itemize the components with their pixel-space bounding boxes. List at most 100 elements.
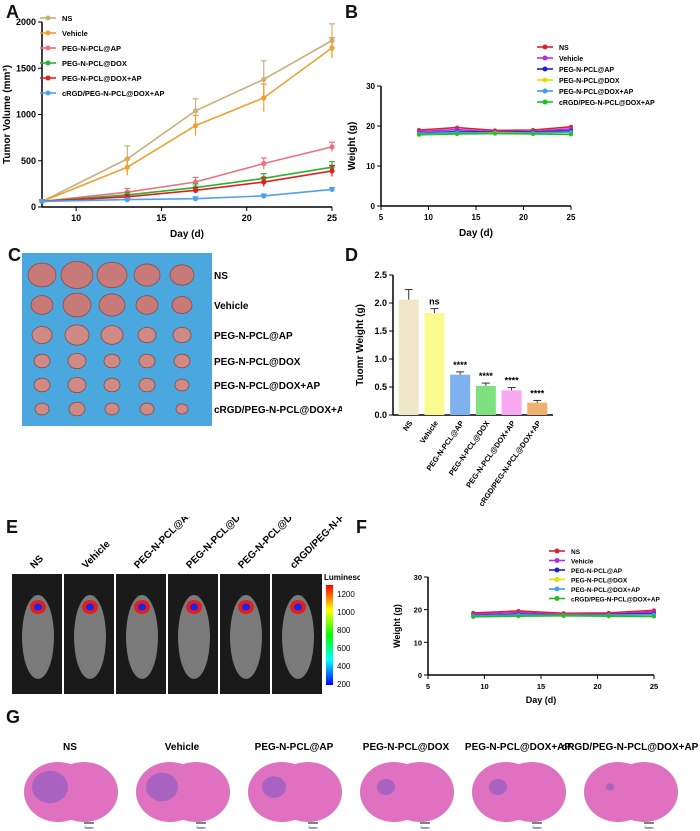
legend-label: PEG-N-PCL@DOX <box>559 78 620 85</box>
scale-bar-label: 5mm <box>533 825 543 830</box>
luminescence-core <box>294 603 302 611</box>
data-point <box>261 179 267 185</box>
bar <box>475 385 496 415</box>
body-weight-chart-b: 0 10 20 30 5 10 15 20 25 Day (d) Weight (g) NS Vehic… <box>347 44 655 239</box>
y-tick-label: 20 <box>366 122 375 131</box>
tumor-specimen <box>135 295 159 315</box>
legend-label: PEG-N-PCL@AP <box>62 44 121 53</box>
brain-section <box>50 762 118 822</box>
legend-marker <box>45 30 51 36</box>
brain-section <box>610 762 678 822</box>
tumor-specimen <box>64 324 90 346</box>
legend-label: Vehicle <box>62 29 88 38</box>
tumor-specimen <box>133 263 161 287</box>
y-tick-label: 30 <box>414 573 422 582</box>
panel-letter-g: G <box>6 707 21 727</box>
legend-marker <box>45 75 51 81</box>
data-point <box>192 108 199 114</box>
panel-letter-d: D <box>345 245 358 265</box>
mouse-body <box>74 595 106 679</box>
y-tick-label: 1500 <box>16 63 36 73</box>
histology-group-label: PEG-N-PCL@AP <box>255 742 334 753</box>
tumor-specimen <box>67 352 87 370</box>
x-axis-label: Day (d) <box>459 228 493 239</box>
legend-label: cRGD/PEG-N-PCL@DOX+AP <box>559 100 655 107</box>
significance-label: **** <box>505 376 520 386</box>
x-tick-label: 15 <box>537 682 545 691</box>
x-tick-label: 10 <box>424 213 433 222</box>
legend-label: PEG-N-PCL@AP <box>571 568 623 575</box>
brain-section <box>386 762 454 822</box>
x-tick-label: 10 <box>480 682 488 691</box>
tumor-specimen <box>104 402 120 416</box>
significance-label: **** <box>530 388 545 398</box>
legend-label: cRGD/PEG-N-PCL@DOX+AP <box>62 89 165 98</box>
legend-marker <box>542 77 548 83</box>
legend-label: PEG-N-PCL@AP <box>559 67 614 74</box>
tumor-specimen <box>138 353 156 369</box>
bar <box>501 390 522 415</box>
legend-label: PEG-N-PCL@DOX+AP <box>62 74 142 83</box>
he-histology-panel: NS 5mm Vehicle 5mm PEG-N-PCL@AP 5mm PEG-N-PCL@… <box>24 742 699 830</box>
luminescence-core <box>242 603 250 611</box>
legend-marker <box>554 548 560 554</box>
y-tick-label: 20 <box>414 606 422 615</box>
x-tick-label: 10 <box>71 213 81 223</box>
panel-letter-c: C <box>8 245 21 265</box>
data-point <box>569 132 573 137</box>
significance-label: **** <box>453 360 468 370</box>
data-point <box>329 168 335 174</box>
scale-bar-label: 5mm <box>421 825 431 830</box>
legend-marker <box>542 88 548 94</box>
bar <box>527 402 548 415</box>
y-tick-label: 30 <box>366 82 375 91</box>
tumor-specimen <box>34 402 50 416</box>
legend-label: NS <box>62 14 72 23</box>
x-axis-label: Day (d) <box>526 695 557 705</box>
y-tick-label: 2.0 <box>374 298 387 308</box>
panel-letter-a: A <box>6 2 19 22</box>
legend-marker <box>554 558 560 563</box>
mouse-body <box>178 595 210 679</box>
y-tick-label: 0 <box>31 202 36 212</box>
legend-marker <box>542 99 548 105</box>
data-point <box>471 614 476 619</box>
tumor-specimen <box>138 377 156 393</box>
mouse-body <box>282 595 314 679</box>
legend-marker <box>554 596 560 601</box>
data-point <box>455 132 459 136</box>
legend-marker <box>554 577 560 582</box>
data-point <box>124 164 130 170</box>
data-point <box>329 186 335 193</box>
data-point <box>261 76 267 82</box>
tumor-specimen <box>31 326 53 344</box>
tumor-specimen <box>175 403 189 415</box>
data-point <box>261 95 267 101</box>
tumor-specimen <box>137 326 157 344</box>
y-tick-label: 500 <box>21 156 36 166</box>
legend-label: PEG-N-PCL@DOX+AP <box>571 587 641 594</box>
y-tick-label: 2.5 <box>374 270 387 280</box>
body-weight-chart-f: 0 10 20 30 5 10 15 20 25 Day (d) Weight (g) NS Vehic… <box>392 548 661 705</box>
colorbar-tick-label: 200 <box>337 680 351 689</box>
excised-tumor-photo: NS Vehicle PEG-N-PCL@AP PEG-N-PCL@DOX PEG-N-… <box>22 253 351 426</box>
y-tick-label: 1.5 <box>374 326 387 336</box>
scale-bar-label: 5mm <box>645 825 655 830</box>
imaging-group-label: NS <box>28 553 46 571</box>
mouse-body <box>22 595 54 679</box>
y-axis-label: Weight (g) <box>347 122 358 171</box>
bar <box>450 374 471 415</box>
x-tick-label: 15 <box>472 213 481 222</box>
x-tick-label: 20 <box>242 213 252 223</box>
legend-label: NS <box>571 549 581 556</box>
imaging-group-label: Vehicle <box>80 539 112 571</box>
histology-group-label: Vehicle <box>165 742 200 753</box>
tumor-specimen <box>139 402 155 416</box>
x-tick-label: 15 <box>156 213 166 223</box>
data-point <box>124 197 130 203</box>
scale-bar-label: 5mm <box>85 825 95 830</box>
colorbar-title: Luminescence <box>324 573 360 582</box>
x-tick-label: 25 <box>327 213 337 223</box>
tumor-region <box>606 783 614 791</box>
tumor-specimen <box>62 292 92 318</box>
